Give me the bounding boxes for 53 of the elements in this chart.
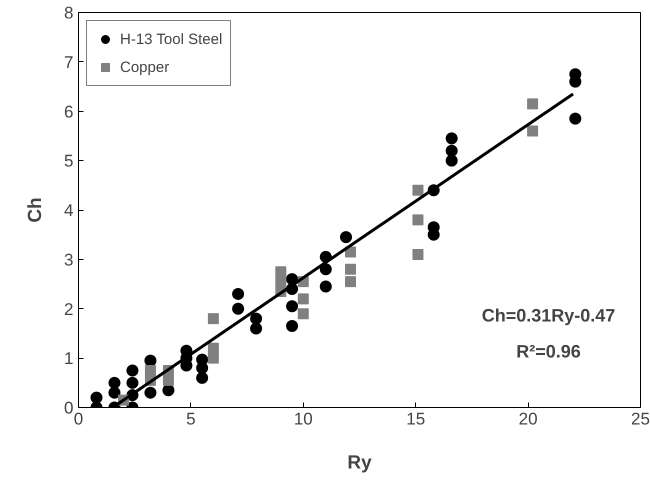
point xyxy=(345,264,356,275)
point xyxy=(162,374,174,386)
legend-label: H-13 Tool Steel xyxy=(120,30,222,48)
point xyxy=(345,276,356,288)
point xyxy=(162,384,174,396)
y-tick-label: 4 xyxy=(64,201,74,220)
point xyxy=(320,280,332,293)
point xyxy=(527,98,538,110)
point xyxy=(340,231,352,244)
point xyxy=(90,392,102,404)
x-tick-label: 10 xyxy=(294,410,313,428)
point xyxy=(298,293,309,304)
point xyxy=(527,126,538,136)
y-tick-label: 7 xyxy=(64,52,74,72)
point xyxy=(412,248,424,260)
x-tick-label: 5 xyxy=(186,410,196,428)
point xyxy=(286,320,298,332)
point xyxy=(208,313,219,324)
y-tick-label: 3 xyxy=(64,250,74,270)
y-tick-label: 8 xyxy=(64,4,74,22)
x-tick-label: 25 xyxy=(631,410,650,428)
point xyxy=(275,266,286,278)
point xyxy=(569,112,582,125)
y-tick-label: 2 xyxy=(64,300,74,319)
annotation: Ch=0.31Ry-0.47 xyxy=(482,306,616,326)
point xyxy=(126,364,138,376)
point xyxy=(232,288,244,300)
point xyxy=(208,342,219,354)
annotation: R²=0.96 xyxy=(516,342,581,362)
point xyxy=(412,184,424,196)
point xyxy=(298,308,309,320)
point xyxy=(446,154,458,167)
point xyxy=(446,144,458,157)
point xyxy=(108,376,120,389)
legend-label: Copper xyxy=(120,58,170,76)
y-tick-label: 5 xyxy=(64,152,74,171)
y-tick-label: 6 xyxy=(64,102,74,122)
point xyxy=(196,372,208,384)
y-tick-label: 1 xyxy=(64,349,74,368)
point xyxy=(446,132,458,144)
point xyxy=(144,364,156,376)
x-tick-label: 15 xyxy=(406,410,426,428)
point xyxy=(412,214,424,226)
point xyxy=(250,312,262,325)
point xyxy=(144,386,156,399)
x-axis-title: Ry xyxy=(347,452,372,474)
x-tick-label: 20 xyxy=(518,410,538,428)
point xyxy=(286,300,298,312)
point xyxy=(275,276,286,288)
point xyxy=(232,302,244,315)
point xyxy=(126,376,138,389)
point xyxy=(250,322,262,334)
y-axis-title: Ch xyxy=(25,197,46,223)
